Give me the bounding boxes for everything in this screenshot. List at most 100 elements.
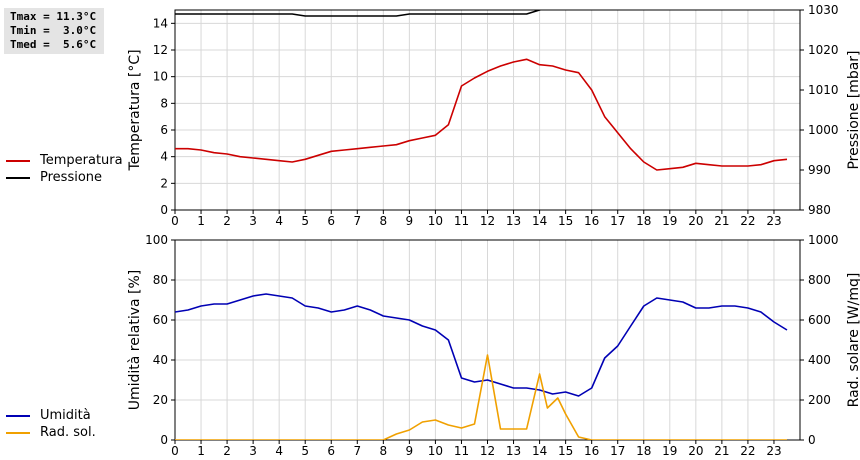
- y-tick-label-right: 800: [808, 273, 831, 287]
- x-tick-label: 23: [766, 444, 781, 458]
- x-tick-label: 5: [301, 444, 309, 458]
- legend-label-hum: Umidità: [40, 408, 91, 423]
- x-tick-label: 18: [636, 214, 651, 228]
- legend-label-press: Pressione: [40, 170, 103, 185]
- y-tick-label-left: 100: [145, 233, 168, 247]
- y-tick-label-left: 4: [160, 150, 168, 164]
- series-line-umidit-: [175, 293, 788, 397]
- x-tick-label: 1: [197, 214, 205, 228]
- y-tick-label-right: 1000: [808, 123, 839, 137]
- x-tick-label: 13: [506, 214, 521, 228]
- series-line-rad-sol-: [175, 354, 787, 440]
- x-tick-label: 22: [740, 444, 755, 458]
- x-tick-label: 13: [506, 444, 521, 458]
- x-tick-label: 17: [610, 444, 625, 458]
- series-line-temperatura: [175, 58, 788, 171]
- y-tick-label-left: 14: [153, 16, 168, 30]
- x-tick-label: 14: [532, 444, 547, 458]
- y-axis-label-right: Rad. solare [W/mq]: [846, 273, 860, 408]
- y-axis-label-left: Temperatura [°C]: [127, 49, 143, 171]
- x-tick-label: 16: [584, 444, 599, 458]
- y-tick-label-right: 990: [808, 163, 831, 177]
- x-tick-label: 16: [584, 214, 599, 228]
- x-tick-label: 1: [197, 444, 205, 458]
- x-tick-label: 8: [380, 214, 388, 228]
- x-tick-label: 17: [610, 214, 625, 228]
- y-tick-label-left: 60: [153, 313, 168, 327]
- y-tick-label-left: 0: [160, 433, 168, 447]
- y-tick-label-left: 12: [153, 43, 168, 57]
- x-tick-label: 15: [558, 444, 573, 458]
- legend-bottom: Umidità Rad. sol.: [6, 407, 96, 441]
- stat-tmin: Tmin = 3.0°C: [10, 24, 97, 37]
- plot-frame: [174, 9, 801, 211]
- x-tick-label: 2: [223, 444, 231, 458]
- stat-tmax: Tmax = 11.3°C: [10, 10, 97, 23]
- y-tick-label-left: 2: [160, 176, 168, 190]
- x-tick-label: 23: [766, 214, 781, 228]
- chart-1: [171, 239, 804, 444]
- x-tick-label: 11: [454, 214, 469, 228]
- series-line-pressione: [175, 10, 543, 17]
- chart-0: [171, 9, 804, 214]
- legend-label-rad: Rad. sol.: [40, 425, 96, 440]
- x-tick-label: 2: [223, 214, 231, 228]
- x-tick-label: 10: [428, 214, 443, 228]
- y-tick-label-right: 1010: [808, 83, 839, 97]
- x-tick-label: 8: [380, 444, 388, 458]
- stat-tmed: Tmed = 5.6°C: [10, 38, 97, 51]
- x-tick-label: 20: [688, 444, 703, 458]
- y-tick-label-left: 0: [160, 203, 168, 217]
- y-tick-label-left: 20: [153, 393, 168, 407]
- y-tick-label-right: 0: [808, 433, 816, 447]
- legend-item-rad: Rad. sol.: [6, 424, 96, 441]
- y-tick-label-right: 1020: [808, 43, 839, 57]
- y-tick-label-left: 10: [153, 70, 168, 84]
- x-tick-label: 14: [532, 214, 547, 228]
- x-tick-label: 19: [662, 444, 677, 458]
- y-tick-label-right: 200: [808, 393, 831, 407]
- x-tick-label: 20: [688, 214, 703, 228]
- stats-box: Tmax = 11.3°C Tmin = 3.0°C Tmed = 5.6°C: [4, 8, 104, 54]
- x-tick-label: 9: [406, 444, 414, 458]
- y-tick-label-right: 1030: [808, 3, 839, 17]
- x-tick-label: 11: [454, 444, 469, 458]
- x-tick-label: 21: [714, 214, 729, 228]
- x-tick-label: 10: [428, 444, 443, 458]
- y-tick-label-right: 600: [808, 313, 831, 327]
- x-tick-label: 3: [249, 444, 257, 458]
- x-tick-label: 3: [249, 214, 257, 228]
- y-tick-label-left: 6: [160, 123, 168, 137]
- legend-item-umidita: Umidità: [6, 407, 96, 424]
- x-tick-label: 0: [171, 214, 179, 228]
- legend-item-pressione: Pressione: [6, 169, 123, 186]
- x-tick-label: 4: [275, 444, 283, 458]
- x-tick-label: 12: [480, 214, 495, 228]
- x-tick-label: 4: [275, 214, 283, 228]
- legend-label-temp: Temperatura: [40, 153, 123, 168]
- x-tick-label: 22: [740, 214, 755, 228]
- legend-swatch-rad: [6, 431, 30, 434]
- legend-item-temperatura: Temperatura: [6, 152, 123, 169]
- x-tick-label: 6: [327, 214, 335, 228]
- legend-swatch-temp: [6, 159, 30, 162]
- x-tick-label: 21: [714, 444, 729, 458]
- y-tick-label-left: 80: [153, 273, 168, 287]
- x-tick-label: 5: [301, 214, 309, 228]
- y-tick-label-right: 980: [808, 203, 831, 217]
- legend-swatch-press: [6, 176, 30, 179]
- y-tick-label-right: 1000: [808, 233, 839, 247]
- y-axis-label-right: Pressione [mbar]: [846, 50, 860, 169]
- plot-frame: [174, 239, 801, 441]
- y-tick-label-left: 40: [153, 353, 168, 367]
- x-tick-label: 12: [480, 444, 495, 458]
- x-tick-label: 18: [636, 444, 651, 458]
- legend-top: Temperatura Pressione: [6, 152, 123, 186]
- y-tick-label-right: 400: [808, 353, 831, 367]
- x-tick-label: 9: [406, 214, 414, 228]
- x-tick-label: 0: [171, 444, 179, 458]
- x-tick-label: 6: [327, 444, 335, 458]
- x-tick-label: 7: [353, 444, 361, 458]
- x-tick-label: 19: [662, 214, 677, 228]
